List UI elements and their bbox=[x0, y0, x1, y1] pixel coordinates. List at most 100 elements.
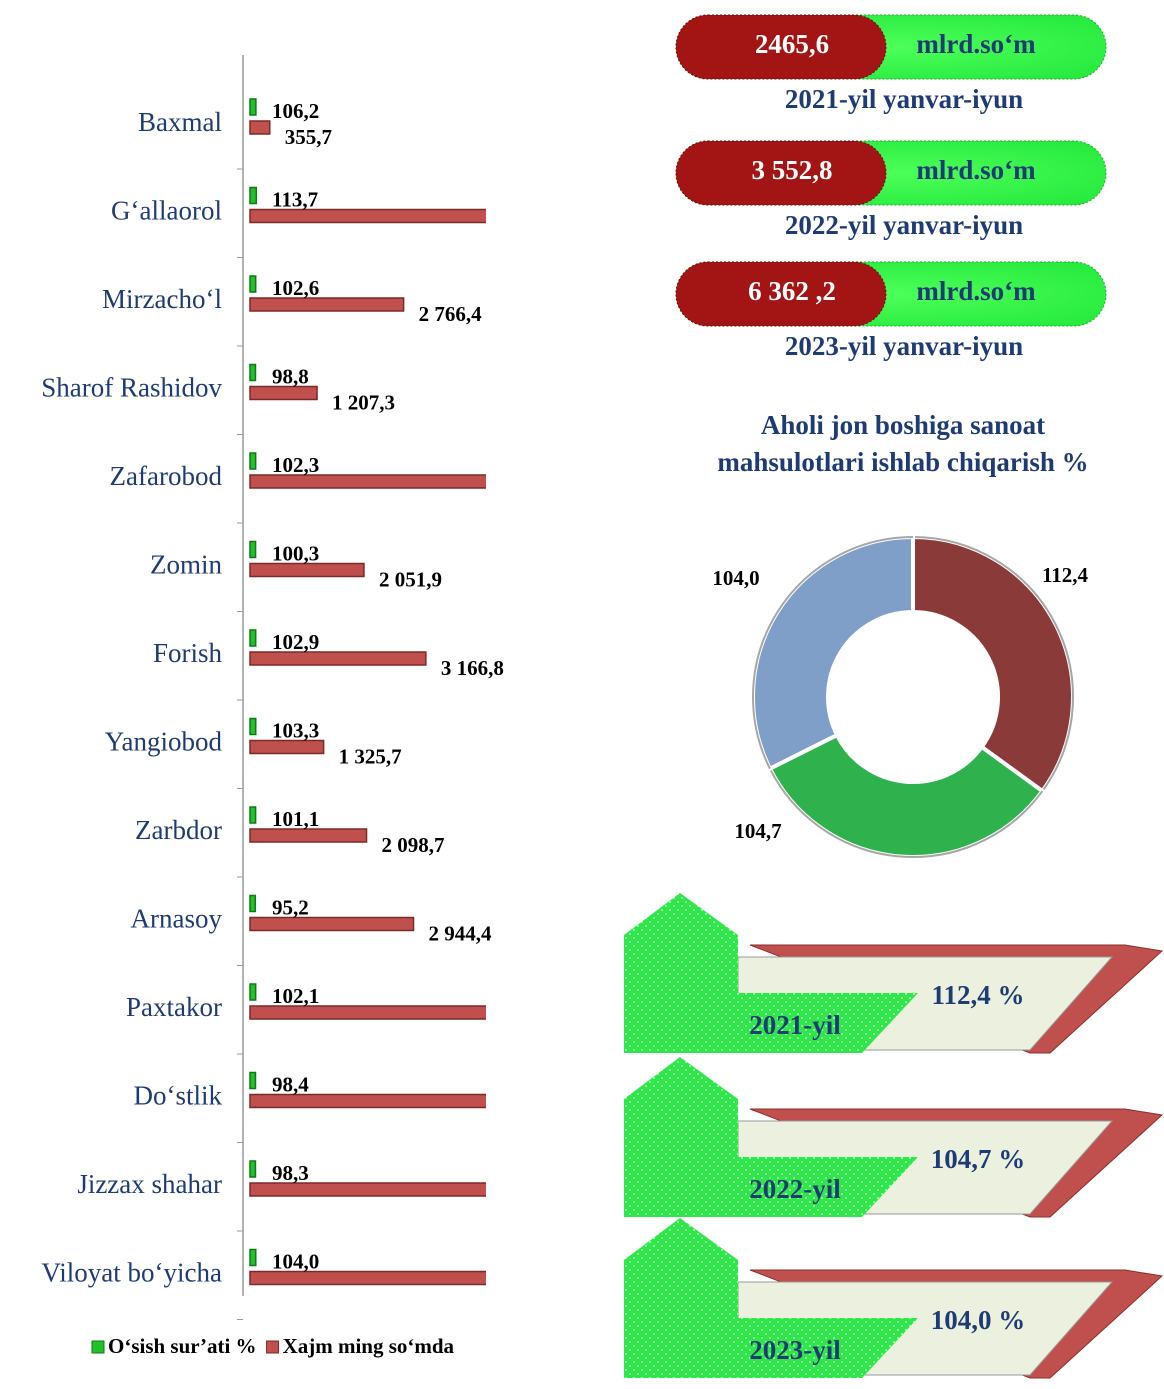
segment-edge bbox=[752, 536, 914, 770]
banner-year: 2022-yil bbox=[749, 1174, 841, 1204]
legend-label: Xajm ming so‘mda bbox=[283, 1334, 455, 1358]
value-label: 102,9 bbox=[272, 630, 319, 654]
value-label: 2 051,9 bbox=[379, 567, 442, 591]
banner-year: 2021-yil bbox=[749, 1010, 841, 1040]
segment-edge bbox=[769, 768, 1044, 858]
donut-segment bbox=[911, 534, 1075, 794]
bar bbox=[249, 120, 271, 135]
category-label: Sharof Rashidov bbox=[41, 373, 222, 403]
donut-segment bbox=[751, 534, 915, 772]
bar bbox=[249, 186, 258, 205]
category-label: Zarbdor bbox=[135, 815, 222, 845]
donut-segment bbox=[767, 732, 1046, 859]
bar bbox=[249, 385, 318, 401]
bar bbox=[249, 275, 257, 293]
legend-label: O‘sish sur’ati % bbox=[108, 1334, 257, 1358]
value-label: 355,7 bbox=[285, 125, 332, 149]
category-label: Arnasoy bbox=[131, 904, 223, 934]
plot-area bbox=[249, 98, 486, 1286]
bar bbox=[249, 363, 257, 382]
banner-house bbox=[624, 893, 918, 1053]
value-label: 106,2 bbox=[272, 99, 319, 123]
bar bbox=[249, 98, 257, 116]
value-label: 100,3 bbox=[272, 541, 319, 565]
pill-value: 3 552,8 bbox=[752, 155, 833, 185]
bar bbox=[249, 562, 365, 578]
bar bbox=[249, 717, 257, 736]
pill-value: 2465,6 bbox=[755, 29, 829, 59]
value-label: 1 325,7 bbox=[339, 744, 402, 768]
value-label: 1 207,3 bbox=[332, 390, 395, 414]
value-label: 104,7 bbox=[734, 819, 781, 843]
value-label: 103,3 bbox=[272, 718, 319, 742]
bar bbox=[249, 1182, 486, 1197]
legend-swatch bbox=[266, 1340, 280, 1354]
banner-value: 112,4 % bbox=[931, 980, 1024, 1010]
bar bbox=[249, 916, 415, 932]
segment-edge bbox=[912, 536, 1074, 792]
pill-red bbox=[675, 261, 887, 327]
category-label: Do‘stlik bbox=[133, 1081, 222, 1111]
value-label: 113,7 bbox=[272, 187, 318, 211]
chart-title: Aholi jon boshiga sanoat mahsulotlari ish… bbox=[717, 410, 1088, 477]
banner-house bbox=[624, 1218, 918, 1378]
bar bbox=[249, 1093, 486, 1109]
banner-house bbox=[624, 1057, 918, 1217]
value-label: 101,1 bbox=[272, 807, 319, 831]
bar bbox=[249, 540, 257, 559]
legend-swatch bbox=[91, 1340, 105, 1354]
value-label: 104,0 bbox=[272, 1249, 319, 1273]
bar bbox=[249, 983, 257, 1001]
value-label: 112,4 bbox=[1042, 563, 1089, 587]
category-label: Paxtakor bbox=[126, 992, 222, 1022]
pill-unit: mlrd.so‘m bbox=[916, 276, 1036, 306]
category-label: Baxmal bbox=[138, 107, 222, 137]
bar bbox=[249, 629, 257, 647]
banner-value: 104,7 % bbox=[931, 1144, 1026, 1174]
value-label: 95,2 bbox=[272, 895, 309, 919]
bar bbox=[249, 828, 368, 843]
pill-caption: 2021-yil yanvar-iyun bbox=[785, 84, 1023, 114]
value-label: 102,3 bbox=[272, 453, 319, 477]
category-label: Zafarobod bbox=[110, 461, 223, 491]
bar bbox=[249, 1005, 486, 1020]
pill-red bbox=[675, 140, 887, 206]
bar bbox=[249, 1248, 257, 1267]
pill-caption: 2022-yil yanvar-iyun bbox=[785, 210, 1023, 240]
value-label: 2 766,4 bbox=[419, 302, 483, 326]
bar bbox=[249, 1071, 257, 1090]
bar bbox=[249, 474, 486, 489]
category-label: Jizzax shahar bbox=[77, 1169, 222, 1199]
value-label: 2 098,7 bbox=[382, 833, 445, 857]
pill-value: 6 362 ,2 bbox=[748, 276, 836, 306]
bar bbox=[249, 651, 427, 666]
category-label: Viloyat bo‘yicha bbox=[41, 1258, 222, 1288]
pill-unit: mlrd.so‘m bbox=[916, 29, 1036, 59]
value-label: 2 944,4 bbox=[429, 921, 493, 945]
category-label: Zomin bbox=[150, 550, 222, 580]
bar bbox=[249, 297, 405, 312]
value-label: 98,4 bbox=[272, 1072, 309, 1096]
value-label: 102,6 bbox=[272, 276, 319, 300]
bar bbox=[249, 739, 325, 755]
value-label: 104,0 bbox=[712, 566, 759, 590]
category-label: Mirzacho‘l bbox=[102, 284, 222, 314]
bar bbox=[249, 208, 486, 224]
pill-unit: mlrd.so‘m bbox=[916, 155, 1036, 185]
bar bbox=[249, 894, 257, 913]
banner-year: 2023-yil bbox=[749, 1335, 841, 1365]
bar bbox=[249, 806, 257, 824]
category-label: Yangiobod bbox=[105, 727, 223, 757]
pill-caption: 2023-yil yanvar-iyun bbox=[785, 331, 1023, 361]
value-label: 98,8 bbox=[272, 364, 309, 388]
value-label: 102,1 bbox=[272, 984, 319, 1008]
value-label: 3 166,8 bbox=[441, 656, 504, 680]
category-label: Forish bbox=[153, 638, 223, 668]
bar bbox=[249, 1270, 486, 1286]
value-label: 98,3 bbox=[272, 1161, 309, 1185]
bar bbox=[249, 452, 257, 470]
category-label: G‘allaorol bbox=[111, 196, 222, 226]
banner-value: 104,0 % bbox=[931, 1305, 1026, 1335]
